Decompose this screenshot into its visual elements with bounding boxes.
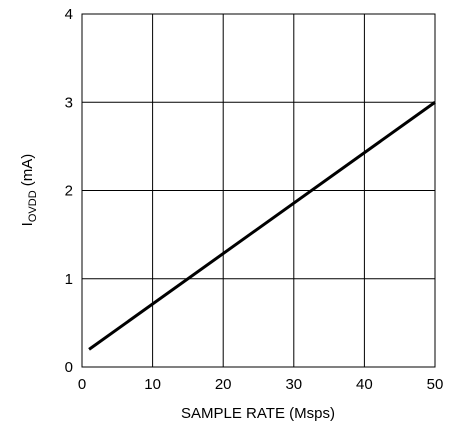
y-tick-label-4: 4 xyxy=(65,6,73,23)
x-tick-label-5: 50 xyxy=(427,376,444,393)
y-axis-ticks: 0 1 2 3 4 xyxy=(65,6,73,376)
y-axis-label-subscript: OVDD xyxy=(27,190,39,222)
y-axis-label-main: I xyxy=(19,222,36,226)
x-axis-label: SAMPLE RATE (Msps) xyxy=(181,405,335,422)
grid xyxy=(82,14,435,367)
x-tick-label-0: 0 xyxy=(78,376,86,393)
x-tick-label-1: 10 xyxy=(144,376,161,393)
x-tick-label-2: 20 xyxy=(215,376,232,393)
x-tick-label-3: 30 xyxy=(285,376,302,393)
x-axis-ticks: 0 10 20 30 40 50 xyxy=(78,376,444,393)
series-layer xyxy=(88,101,436,351)
y-tick-label-3: 3 xyxy=(65,94,73,111)
y-axis-label-suffix: (mA) xyxy=(19,154,36,191)
y-axis-label: IOVDD (mA) xyxy=(19,154,39,227)
y-tick-label-2: 2 xyxy=(65,183,73,200)
x-tick-label-4: 40 xyxy=(356,376,373,393)
series-line-0 xyxy=(88,101,436,351)
y-tick-label-1: 1 xyxy=(65,271,73,288)
y-tick-label-0: 0 xyxy=(65,359,73,376)
plot-frame xyxy=(81,13,436,368)
